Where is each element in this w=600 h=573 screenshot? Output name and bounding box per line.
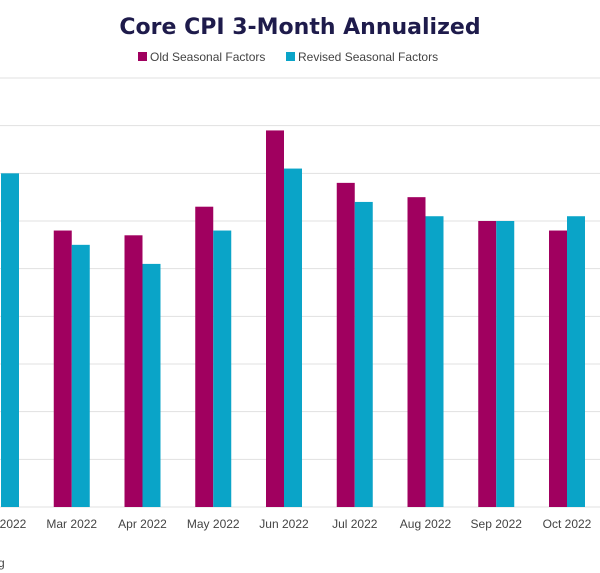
legend-label-old-seasonal-factors: Old Seasonal Factors: [150, 50, 265, 64]
bar-revised-seasonal-factors: [71, 244, 90, 508]
bar-old-seasonal-factors: [53, 230, 72, 508]
x-tick-label: Sep 2022: [471, 517, 523, 531]
legend-swatch-old-seasonal-factors: [138, 52, 147, 61]
x-tick-label: Apr 2022: [118, 517, 167, 531]
bar-revised-seasonal-factors: [284, 168, 302, 508]
chart-title: Core CPI 3-Month Annualized: [119, 15, 480, 40]
x-tick-label: Mar 2022: [46, 517, 97, 531]
legend-label-revised-seasonal-factors: Revised Seasonal Factors: [298, 50, 438, 64]
x-axis-tick-labels: Feb 2022 Mar 2022 Apr 2022 May 2022 Jun 2022…: [0, 517, 592, 531]
bar-old-seasonal-factors: [124, 235, 143, 508]
x-tick-label: Jul 2022: [332, 517, 378, 531]
bar-old-seasonal-factors: [478, 221, 497, 507]
bar-revised-seasonal-factors: [142, 263, 161, 507]
bar-revised-seasonal-factors: [567, 216, 585, 507]
bar-revised-seasonal-factors: [496, 221, 515, 507]
bars: [1, 130, 585, 508]
x-tick-label: May 2022: [187, 517, 240, 531]
legend-swatch-revised-seasonal-factors: [286, 52, 295, 61]
x-tick-label: Jun 2022: [259, 517, 309, 531]
bar-old-seasonal-factors: [549, 230, 567, 508]
bar-revised-seasonal-factors: [425, 216, 444, 507]
bar-old-seasonal-factors: [266, 130, 284, 507]
bar-revised-seasonal-factors: [213, 230, 232, 508]
x-tick-label: Feb 2022: [0, 517, 27, 531]
x-tick-label: Aug 2022: [400, 517, 452, 531]
bar-revised-seasonal-factors: [354, 201, 373, 507]
legend: Old Seasonal Factors Revised Seasonal Fa…: [138, 50, 438, 64]
bar-old-seasonal-factors: [407, 197, 426, 507]
bar-old-seasonal-factors: [195, 206, 214, 507]
source-note-fragment: g: [0, 556, 5, 570]
x-tick-label: Oct 2022: [543, 517, 592, 531]
bar-old-seasonal-factors: [336, 182, 355, 507]
bar-revised-seasonal-factors: [1, 173, 19, 508]
